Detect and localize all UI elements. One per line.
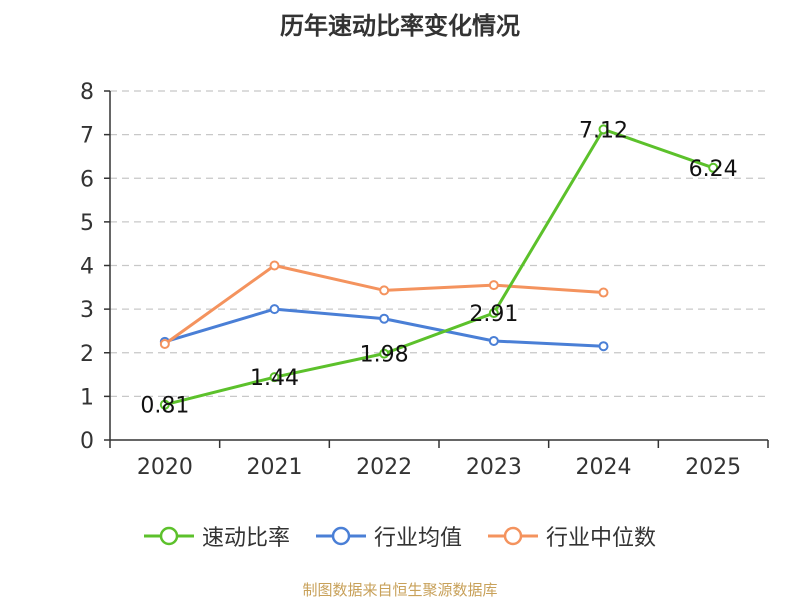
- x-tick-label: 2024: [576, 455, 632, 480]
- y-tick-label: 7: [80, 124, 94, 149]
- legend: 速动比率 行业均值 行业中位数: [0, 520, 800, 552]
- y-tick-label: 2: [80, 342, 94, 367]
- data-point: [379, 285, 390, 296]
- y-tick-label: 4: [80, 255, 94, 280]
- x-tick-label: 2025: [685, 455, 741, 480]
- y-tick-label: 0: [80, 429, 94, 454]
- data-point: [159, 399, 170, 410]
- data-point: [379, 348, 390, 359]
- legend-item-industry-mean[interactable]: 行业均值: [315, 520, 462, 552]
- x-tick-label: 2022: [356, 455, 412, 480]
- legend-label: 行业中位数: [546, 526, 657, 551]
- legend-line-icon: [488, 526, 538, 546]
- data-point: [269, 304, 280, 315]
- data-point: [488, 308, 499, 319]
- data-label: 0.81: [140, 394, 189, 419]
- data-label: 1.44: [250, 366, 299, 391]
- x-tick-label: 2023: [466, 455, 522, 480]
- data-point: [379, 313, 390, 324]
- x-tick-label: 2020: [137, 455, 193, 480]
- legend-item-industry-median[interactable]: 行业中位数: [488, 520, 656, 552]
- legend-line-icon: [315, 526, 366, 546]
- y-tick-label: 6: [80, 167, 94, 192]
- y-tick-label: 3: [80, 298, 94, 323]
- legend-label: 速动比率: [201, 526, 290, 551]
- series-line: [163, 264, 604, 346]
- data-point: [598, 341, 609, 352]
- legend-label: 行业均值: [373, 526, 462, 551]
- data-label: 6.24: [689, 157, 738, 182]
- data-label: 1.98: [360, 343, 409, 368]
- legend-item-quick-ratio[interactable]: 速动比率: [143, 520, 290, 552]
- x-tick-label: 2021: [247, 455, 303, 480]
- data-label: 2.91: [469, 302, 518, 327]
- data-point: [269, 372, 280, 383]
- data-point: [488, 280, 499, 291]
- series-line: [164, 127, 714, 407]
- data-source-note: 制图数据来自恒生聚源数据库: [302, 581, 498, 599]
- data-point: [488, 335, 499, 346]
- data-point: [598, 124, 609, 135]
- chart-title: 历年速动比率变化情况: [280, 12, 520, 40]
- y-tick-label: 1: [80, 385, 94, 410]
- y-tick-label: 5: [80, 211, 94, 236]
- data-point: [598, 287, 609, 298]
- data-point: [708, 162, 719, 173]
- data-point: [159, 339, 170, 350]
- legend-line-icon: [143, 526, 194, 546]
- y-tick-label: 8: [80, 80, 94, 105]
- data-point: [269, 260, 280, 271]
- data-label: 7.12: [579, 118, 628, 143]
